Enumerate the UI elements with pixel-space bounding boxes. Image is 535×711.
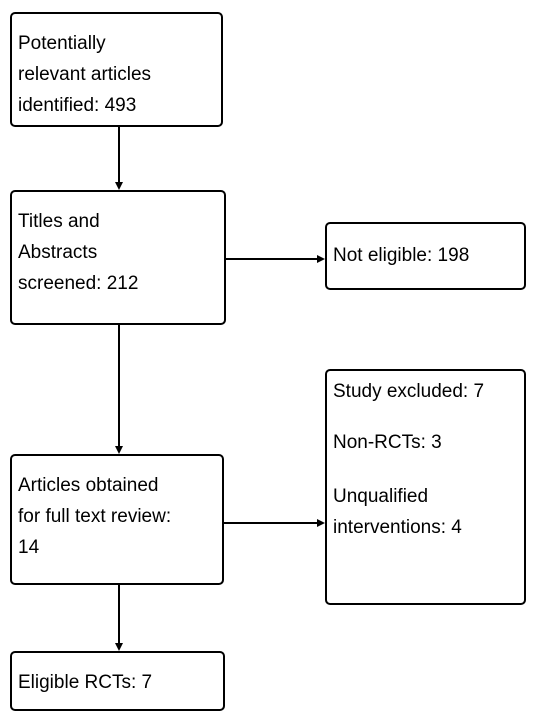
box-text-line: Study excluded: 7 bbox=[333, 381, 485, 402]
box-text-line: Unqualified bbox=[333, 486, 429, 507]
box-not-eligible: Not eligible: 198 bbox=[325, 222, 526, 290]
box-titles-abstracts-screened: Titles and Abstracts screened: 212 bbox=[10, 190, 226, 325]
box-articles-identified: Potentially relevant articles identified… bbox=[10, 12, 223, 127]
box-study-excluded: Study excluded: 7 Non-RCTs: 3 Unqualifie… bbox=[325, 369, 526, 605]
box-text-line: Abstracts bbox=[18, 242, 98, 263]
box-text-line: interventions: 4 bbox=[333, 517, 462, 538]
box-text-line: relevant articles bbox=[18, 64, 152, 85]
box-text-line: identified: 493 bbox=[18, 95, 137, 116]
box-text-line: Eligible RCTs: 7 bbox=[18, 672, 153, 693]
box-text-line: Articles obtained bbox=[18, 475, 159, 496]
box-text-line: screened: 212 bbox=[18, 273, 139, 294]
box-text-line: Titles and bbox=[18, 211, 100, 232]
flow-connectors bbox=[115, 127, 325, 651]
box-text-line: for full text review: bbox=[18, 506, 172, 527]
box-text-line: Not eligible: 198 bbox=[333, 245, 470, 266]
box-text-line: 14 bbox=[18, 537, 40, 558]
box-text-line: Potentially bbox=[18, 33, 106, 54]
box-text-line: Non-RCTs: 3 bbox=[333, 432, 442, 453]
box-full-text-review: Articles obtained for full text review: … bbox=[10, 454, 224, 585]
